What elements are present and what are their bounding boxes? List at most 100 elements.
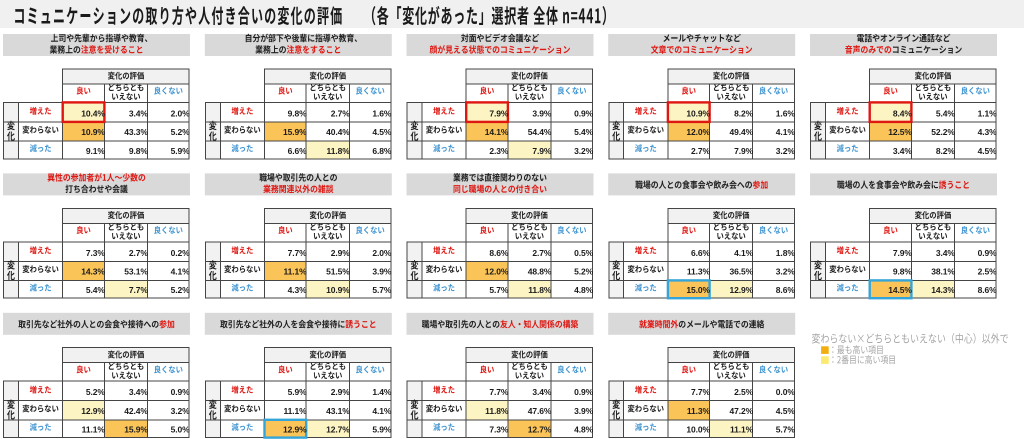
svg-text:9.8%: 9.8% <box>288 108 308 118</box>
svg-text:5.2%: 5.2% <box>171 285 191 295</box>
svg-text:9.8%: 9.8% <box>893 267 913 277</box>
svg-text:11.3%: 11.3% <box>687 267 711 277</box>
svg-text:7.9%: 7.9% <box>489 108 509 118</box>
svg-text:10.9%: 10.9% <box>81 127 105 137</box>
svg-text:4.1%: 4.1% <box>171 267 191 277</box>
svg-text:7.3%: 7.3% <box>86 248 106 258</box>
svg-text:3.2%: 3.2% <box>776 146 796 156</box>
svg-text:3.2%: 3.2% <box>776 267 796 277</box>
svg-text:14.3%: 14.3% <box>81 267 105 277</box>
svg-text:12.0%: 12.0% <box>485 267 509 277</box>
svg-text:42.4%: 42.4% <box>124 406 148 416</box>
svg-text:0.2%: 0.2% <box>171 248 191 258</box>
svg-text:9.8%: 9.8% <box>129 146 149 156</box>
svg-text:12.7%: 12.7% <box>528 425 552 435</box>
svg-text:7.7%: 7.7% <box>129 285 149 295</box>
svg-text:4.8%: 4.8% <box>574 425 594 435</box>
svg-text:10.4%: 10.4% <box>81 108 105 118</box>
svg-text:5.9%: 5.9% <box>288 387 308 397</box>
svg-text:52.2%: 52.2% <box>931 127 955 137</box>
svg-text:5.2%: 5.2% <box>171 127 191 137</box>
svg-text:0.9%: 0.9% <box>978 248 998 258</box>
svg-text:3.4%: 3.4% <box>129 108 149 118</box>
svg-text:2.5%: 2.5% <box>734 387 754 397</box>
svg-text:5.9%: 5.9% <box>372 425 392 435</box>
svg-text:38.1%: 38.1% <box>931 267 955 277</box>
svg-text:8.4%: 8.4% <box>893 108 913 118</box>
svg-text:43.3%: 43.3% <box>124 127 148 137</box>
svg-text:4.3%: 4.3% <box>288 285 308 295</box>
svg-text:12.9%: 12.9% <box>729 285 753 295</box>
svg-text:2.3%: 2.3% <box>489 146 509 156</box>
svg-text:1.6%: 1.6% <box>776 108 796 118</box>
svg-text:3.2%: 3.2% <box>171 406 191 416</box>
svg-text:1.4%: 1.4% <box>372 387 392 397</box>
svg-text:3.4%: 3.4% <box>129 387 149 397</box>
svg-text:8.6%: 8.6% <box>776 285 796 295</box>
svg-text:36.5%: 36.5% <box>729 267 753 277</box>
svg-text:10.9%: 10.9% <box>686 108 710 118</box>
svg-text:3.4%: 3.4% <box>893 146 913 156</box>
svg-text:3.2%: 3.2% <box>574 146 594 156</box>
svg-text:15.9%: 15.9% <box>124 425 148 435</box>
svg-text:5.7%: 5.7% <box>776 425 796 435</box>
svg-text:1.8%: 1.8% <box>776 248 796 258</box>
svg-text:0.5%: 0.5% <box>574 248 594 258</box>
svg-text:43.1%: 43.1% <box>326 406 350 416</box>
svg-text:54.4%: 54.4% <box>528 127 552 137</box>
svg-text:2.5%: 2.5% <box>978 267 998 277</box>
svg-text:5.2%: 5.2% <box>574 267 594 277</box>
svg-text:11.3%: 11.3% <box>687 406 711 416</box>
svg-text:2.7%: 2.7% <box>129 248 149 258</box>
svg-text:2.7%: 2.7% <box>691 146 711 156</box>
svg-text:4.1%: 4.1% <box>372 406 392 416</box>
svg-text:7.7%: 7.7% <box>489 387 509 397</box>
svg-text:14.5%: 14.5% <box>888 285 912 295</box>
svg-text:12.7%: 12.7% <box>326 425 350 435</box>
svg-text:11.8%: 11.8% <box>485 406 509 416</box>
svg-text:5.4%: 5.4% <box>86 285 106 295</box>
svg-text:11.1%: 11.1% <box>730 425 754 435</box>
svg-text:0.0%: 0.0% <box>776 387 796 397</box>
svg-text:5.4%: 5.4% <box>574 127 594 137</box>
svg-text:10.9%: 10.9% <box>326 285 350 295</box>
svg-text:2.0%: 2.0% <box>171 108 191 118</box>
svg-text:1.1%: 1.1% <box>978 108 998 118</box>
svg-text:2.7%: 2.7% <box>331 108 351 118</box>
svg-text:2.9%: 2.9% <box>331 248 351 258</box>
svg-text:4.3%: 4.3% <box>978 127 998 137</box>
svg-text:7.9%: 7.9% <box>734 146 754 156</box>
svg-text:5.0%: 5.0% <box>171 425 191 435</box>
svg-text:3.4%: 3.4% <box>532 387 552 397</box>
svg-text:4.5%: 4.5% <box>978 146 998 156</box>
svg-text:7.3%: 7.3% <box>489 425 509 435</box>
svg-text:14.1%: 14.1% <box>485 127 509 137</box>
svg-text:3.9%: 3.9% <box>372 267 392 277</box>
svg-text:12.0%: 12.0% <box>686 127 710 137</box>
svg-text:11.8%: 11.8% <box>528 285 552 295</box>
svg-text:11.1%: 11.1% <box>82 425 106 435</box>
svg-text:3.4%: 3.4% <box>936 248 956 258</box>
svg-text:5.2%: 5.2% <box>86 387 106 397</box>
svg-text:14.3%: 14.3% <box>931 285 955 295</box>
svg-text:9.1%: 9.1% <box>86 146 106 156</box>
svg-text:53.1%: 53.1% <box>124 267 148 277</box>
svg-text:4.1%: 4.1% <box>776 127 796 137</box>
svg-text:4.1%: 4.1% <box>734 248 754 258</box>
svg-text:11.1%: 11.1% <box>283 406 307 416</box>
svg-text:7.7%: 7.7% <box>691 387 711 397</box>
svg-text:12.9%: 12.9% <box>283 425 307 435</box>
svg-text:51.5%: 51.5% <box>326 267 350 277</box>
svg-text:4.8%: 4.8% <box>574 285 594 295</box>
svg-text:11.1%: 11.1% <box>283 267 307 277</box>
svg-text:6.6%: 6.6% <box>691 248 711 258</box>
svg-text:3.9%: 3.9% <box>574 406 594 416</box>
svg-text:8.2%: 8.2% <box>936 146 956 156</box>
svg-text:8.2%: 8.2% <box>734 108 754 118</box>
svg-text:0.9%: 0.9% <box>574 387 594 397</box>
svg-text:11.8%: 11.8% <box>327 146 351 156</box>
svg-text:15.9%: 15.9% <box>283 127 307 137</box>
svg-text:7.7%: 7.7% <box>288 248 308 258</box>
svg-text:40.4%: 40.4% <box>326 127 350 137</box>
svg-text:4.5%: 4.5% <box>776 406 796 416</box>
